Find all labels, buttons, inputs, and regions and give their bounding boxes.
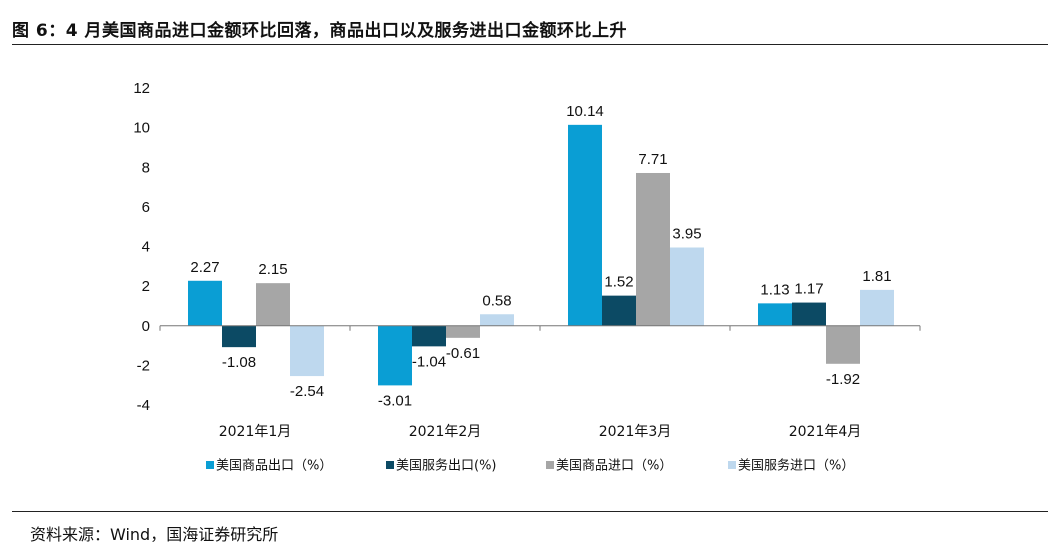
bar [290, 325, 324, 377]
legend-label: 美国服务进口（%） [738, 458, 854, 474]
data-label: 1.17 [794, 281, 823, 298]
data-label: -2.54 [290, 383, 324, 400]
legend-label: 美国商品出口（%） [216, 459, 332, 474]
source-note: 资料来源：Wind，国海证券研究所 [30, 525, 279, 544]
bar [446, 325, 480, 338]
bar [568, 124, 602, 326]
bar [256, 283, 290, 326]
data-label: -0.61 [446, 345, 480, 362]
legend-swatch [386, 461, 394, 469]
bar [480, 314, 514, 326]
bar [412, 325, 446, 347]
data-label: 3.95 [672, 225, 701, 242]
y-tick-label: 8 [142, 159, 150, 176]
data-label: 7.71 [638, 151, 667, 168]
bar [860, 289, 894, 326]
legend-swatch [546, 461, 554, 469]
legend-swatch [206, 461, 214, 469]
y-tick-label: 0 [142, 318, 150, 335]
bar [670, 247, 704, 326]
bar [758, 303, 792, 326]
bar [188, 280, 222, 326]
bar [378, 325, 412, 386]
data-label: 2.27 [190, 259, 219, 276]
bar-chart: -4 -2 0 2 4 6 8 10 12 2.27 -3.01 10.14 1.13 -1.08 -1.0… [133, 80, 921, 474]
top-rule [12, 44, 1048, 45]
data-label: 1.13 [760, 281, 789, 298]
figure-title: 图 6：4 月美国商品进口金额环比回落，商品出口以及服务进出口金额环比上升 [12, 21, 627, 41]
y-tick-label: 10 [133, 120, 150, 137]
data-label: -1.92 [826, 371, 860, 388]
bottom-rule [12, 511, 1048, 512]
data-label: 1.52 [604, 274, 633, 291]
y-tick-label: 2 [142, 278, 150, 295]
data-label: 10.14 [566, 103, 604, 120]
data-label: -1.08 [222, 354, 256, 371]
data-label: -3.01 [378, 392, 412, 409]
y-tick-label: 6 [142, 199, 150, 216]
category-label: 2021年2月 [409, 424, 482, 440]
category-label: 2021年1月 [219, 424, 292, 440]
bar [222, 325, 256, 348]
legend-label: 美国服务出口(%) [396, 458, 497, 474]
data-label: 1.81 [862, 268, 891, 285]
bar [792, 302, 826, 326]
bar [602, 295, 636, 326]
data-label: 0.58 [482, 292, 511, 309]
y-tick-label: 4 [142, 239, 150, 256]
y-tick-label: -4 [137, 397, 150, 414]
data-label: 2.15 [258, 261, 287, 278]
legend-label: 美国商品进口（%） [556, 459, 672, 474]
bar [636, 172, 670, 326]
bar [826, 325, 860, 364]
y-tick-label: -2 [137, 357, 150, 374]
category-label: 2021年3月 [599, 424, 672, 440]
y-tick-label: 12 [133, 80, 150, 97]
category-label: 2021年4月 [789, 424, 862, 440]
legend-swatch [728, 461, 736, 469]
data-label: -1.04 [412, 353, 446, 370]
